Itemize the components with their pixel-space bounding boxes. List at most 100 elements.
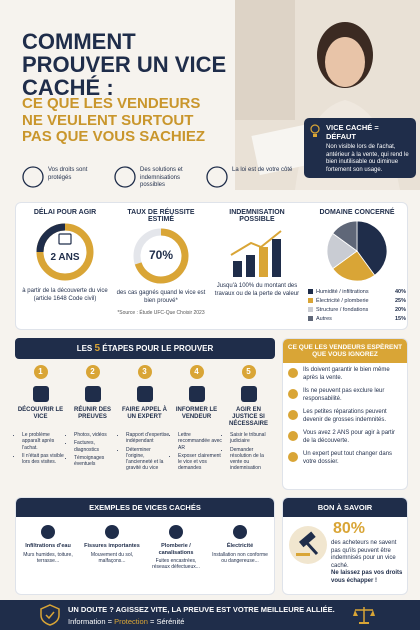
example-icon [105, 525, 119, 539]
examples-box: EXEMPLES DE VICES CACHÉS Infiltrations d… [15, 497, 275, 595]
footer-separator: = [107, 617, 113, 626]
legend-label: Humidité / infiltrations [316, 288, 369, 295]
example-name: Plomberie / canalisations [158, 543, 194, 556]
subtitle: CE QUE LES VENDEURS NE VEULENT SURTOUT P… [22, 95, 206, 145]
badge-icon [114, 166, 136, 188]
stat-delay: DÉLAI POUR AGIR 2 ANS à partir de la déc… [20, 209, 110, 303]
step-bullet: Saisir le tribunal judiciaire [230, 432, 274, 445]
footer-word: Protection [114, 617, 148, 626]
footer-separator: = [149, 617, 155, 626]
example-name: Électricité [226, 543, 254, 549]
definition-title: VICE CACHÉ = DÉFAUT [326, 123, 379, 141]
footer: UN DOUTE ? AGISSEZ VITE, LA PREUVE EST V… [0, 600, 420, 630]
delay-value: 2 ANS [50, 252, 79, 263]
stat-title: TAUX DE RÉUSSITE ESTIMÉ [127, 209, 195, 223]
legend-label: Autres [316, 315, 332, 322]
step-icon-shape [84, 386, 101, 402]
example-icon-shape [233, 525, 247, 539]
example: Électricité Installation non conforme ou … [210, 521, 270, 564]
step-bullet: Lettre recommandée avec AR [178, 432, 222, 451]
definition-box: VICE CACHÉ = DÉFAUT Non visible lors de … [304, 118, 416, 178]
step-title: DÉCOUVRIR LE VICE [17, 407, 64, 421]
steps-title-before: LES [76, 344, 93, 353]
steps: 1 DÉCOUVRIR LE VICE Le problème apparaît a… [15, 359, 275, 491]
step-bullet: Rapport d'expertise indépendant [126, 432, 170, 445]
example-name: Fissures importantes [84, 543, 140, 549]
badge: Des solutions et indemnisations possible… [114, 163, 204, 193]
step: 3 FAIRE APPEL À UN EXPERT Rapport d'expert… [119, 365, 170, 474]
example-name: Infiltrations d'eau [25, 543, 71, 549]
legend-label: Structure / fondations [316, 306, 369, 313]
badge-icon [22, 166, 44, 188]
stat-title: DOMAINE CONCERNÉ [319, 209, 395, 216]
step-number: 2 [85, 365, 100, 379]
legend-entry: Électricité / plomberie 25% [308, 296, 406, 305]
steps-section: LES 5 ÉTAPES POUR LE PROUVER 1 DÉCOUVRIR … [15, 338, 275, 490]
step-bullets: Saisir le tribunal judiciaire Demander ré… [223, 432, 274, 472]
step-icon-shape [136, 386, 153, 402]
step-bullet: Le problème apparaît après l'achat. [22, 432, 66, 451]
rate-value: 70% [149, 248, 173, 262]
step-icon-shape [240, 386, 257, 402]
example-text: Installation non conforme ou dangereuse.… [212, 551, 268, 564]
step-icon [136, 386, 153, 402]
badges: Vos droits sont protégés Des solutions et… [22, 163, 302, 193]
step-title: RÉUNIR DES PREUVES [73, 407, 111, 421]
step-bullet: Photos, vidéos [74, 432, 118, 438]
legend-value: 40% [394, 288, 406, 295]
step-number: 1 [33, 365, 48, 379]
bulb-icon [310, 124, 320, 137]
example-text: Mouvement du sol, malfaçons... [90, 551, 134, 564]
seller-item: Ils doivent garantir le bien même après … [288, 367, 402, 382]
legend-entry: Structure / fondations 20% [308, 305, 406, 314]
stat-title: INDEMNISATION POSSIBLE [229, 209, 285, 223]
step-number: 5 [241, 365, 256, 379]
good-to-know-text: des acheteurs ne savent pas qu'ils peuve… [331, 540, 397, 569]
seller-text: Vous avez 2 ANS pour agir à partir de la… [303, 430, 396, 444]
example: Plomberie / canalisations Fuites encastré… [146, 521, 206, 570]
step-bullets: Lettre recommandée avec AR Exposer claire… [171, 432, 222, 472]
step: 5 AGIR EN JUSTICE SI NÉCESSAIRE Saisir le … [223, 365, 274, 474]
step-bullet: Témoignages éventuels [74, 455, 118, 468]
step-bullets: Photos, vidéos Factures, diagnostics Témoi… [67, 432, 118, 467]
seller-item: Les petites réparations peuvent devenir … [288, 409, 402, 424]
legend-swatch [308, 289, 313, 294]
definition-text: Non visible lors de l'achat, antérieur à… [326, 144, 409, 173]
steps-title: LES 5 ÉTAPES POUR LE PROUVER [15, 338, 275, 359]
badge-ring [22, 166, 44, 188]
x-icon [288, 452, 298, 462]
step-bullet: Demander résolution de la vente ou indem… [230, 447, 274, 472]
sellers-box: CE QUE LES VENDEURS ESPÈRENT QUE VOUS IG… [282, 338, 408, 490]
step-number: 3 [137, 365, 152, 379]
step-bullets: Rapport d'expertise indépendant Détermine… [119, 432, 170, 472]
badge-ring [114, 166, 136, 188]
step-icon [32, 386, 49, 402]
rate-donut: 70% [133, 228, 189, 284]
step-title: AGIR EN JUSTICE SI NÉCESSAIRE [228, 407, 268, 428]
step: 2 RÉUNIR DES PREUVES Photos, vidéos Facture… [67, 365, 118, 469]
steps-title-number: 5 [94, 343, 101, 354]
example-text: Fuites encastrées, réseaux défectueux... [152, 558, 200, 571]
example-icon-shape [105, 525, 119, 539]
sellers-title: CE QUE LES VENDEURS ESPÈRENT QUE VOUS IG… [283, 339, 407, 363]
stat-source: *Source : Étude UFC-Que Choisir 2023 [117, 310, 205, 316]
x-icon [288, 368, 298, 378]
domain-pie [326, 220, 388, 282]
step-bullet: Déterminer l'origine, l'ancienneté et la… [126, 447, 170, 472]
delay-ring: 2 ANS [36, 223, 94, 281]
step-bullet: Exposer clairement le vice et vos demand… [178, 453, 222, 472]
badge: La loi est de votre côté [206, 163, 296, 193]
legend-value: 25% [394, 297, 406, 304]
legend-swatch [308, 307, 313, 312]
legend-swatch [308, 316, 313, 321]
step-bullets: Le problème apparaît après l'achat. Il n'… [15, 432, 66, 465]
scales-icon [353, 607, 375, 624]
step-icon-shape [32, 386, 49, 402]
step: 4 INFORMER LE VENDEUR Lettre recommandée a… [171, 365, 222, 474]
step-icon-shape [188, 386, 205, 402]
stat-text: Jusqu'à 100% du montant des travaux ou d… [214, 283, 300, 297]
legend-label: Électricité / plomberie [316, 297, 369, 304]
rate-arc [134, 228, 189, 284]
legend-entry: Humidité / infiltrations 40% [308, 287, 406, 296]
legend-swatch [308, 298, 313, 303]
